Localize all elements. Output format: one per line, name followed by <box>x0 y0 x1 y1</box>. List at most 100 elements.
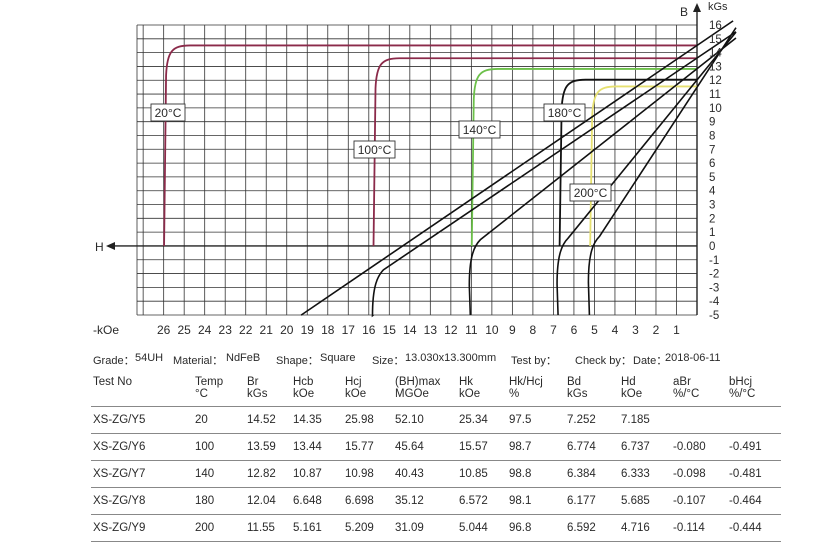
y-tick-label: 6 <box>709 158 715 170</box>
column-header: Temp °C <box>195 376 224 400</box>
label-text: 200°C <box>574 186 608 200</box>
curve-label-140c: 140°C <box>458 120 501 139</box>
material-label: Material： <box>173 355 224 367</box>
table-cell: XS-ZG/Y6 <box>91 433 193 461</box>
y-tick-label: 9 <box>709 117 715 129</box>
table-cell: -0.491 <box>727 433 781 461</box>
y-tick-label: 15 <box>709 34 722 46</box>
x-tick-label: 17 <box>342 323 356 337</box>
table-cell: 6.333 <box>619 460 671 488</box>
x-tick-label: 9 <box>509 323 516 337</box>
shape-value: Square <box>320 352 356 364</box>
test-results-table: Test No Temp °C Br kGs Hcb kOe Hcj kOe (BH)max MGO… <box>91 374 781 542</box>
y-tick-label: 11 <box>709 89 721 101</box>
x-tick-label: 18 <box>321 323 335 337</box>
table-cell: 35.12 <box>393 487 457 515</box>
table-row: XS-ZG/Y7 140 12.82 10.87 10.98 40.43 10.85 98.8… <box>91 460 781 488</box>
table-cell: 25.34 <box>457 406 507 434</box>
y-tick-label: -1 <box>709 255 719 267</box>
y-tick-label: 13 <box>709 61 722 73</box>
table-cell: XS-ZG/Y9 <box>91 514 193 542</box>
x-tick-label: 15 <box>383 323 397 337</box>
x-tick-label: 11 <box>465 323 478 337</box>
table-cell: 10.87 <box>291 460 343 488</box>
date-label: Date： <box>633 355 668 367</box>
table-cell: 15.77 <box>343 433 393 461</box>
x-tick-label: 22 <box>239 323 253 337</box>
x-tick-label: 24 <box>198 323 212 337</box>
table-cell: 10.85 <box>457 460 507 488</box>
table-cell: 11.55 <box>245 514 291 542</box>
table-cell: -0.114 <box>671 514 727 542</box>
check-by-label: Check by： <box>575 355 632 367</box>
table-cell: 10.98 <box>343 460 393 488</box>
table-cell: 6.177 <box>565 487 619 515</box>
table-cell: XS-ZG/Y8 <box>91 487 193 515</box>
y-tick-label: 2 <box>709 213 715 225</box>
y-tick-label: 8 <box>709 130 715 142</box>
label-box <box>543 103 586 122</box>
y-tick-label: 4 <box>709 186 716 198</box>
column-header: aBr %/°C <box>673 376 700 400</box>
y-tick-label: 0 <box>709 241 715 253</box>
x-tick-label: 3 <box>632 323 639 337</box>
material-value: NdFeB <box>226 352 261 364</box>
table-row: XS-ZG/Y5 20 14.52 14.35 25.98 52.10 25.34 97.5 7… <box>91 406 781 434</box>
x-tick-label: 21 <box>260 323 274 337</box>
table-cell: 6.384 <box>565 460 619 488</box>
table-cell: -0.107 <box>671 487 727 515</box>
x-tick-label: 6 <box>571 323 578 337</box>
table-cell: 6.737 <box>619 433 671 461</box>
test-by-label: Test by： <box>511 355 557 367</box>
axes <box>106 3 701 315</box>
x-tick-label: 16 <box>362 323 376 337</box>
x-tick-label: 20 <box>280 323 294 337</box>
size-value: 13.030x13.300mm <box>405 352 497 364</box>
curve-label-180c: 180°C <box>543 103 586 122</box>
y-tick-label: 3 <box>709 200 715 212</box>
table-cell: -0.080 <box>671 433 727 461</box>
column-header: bHcj %/°C <box>729 376 756 400</box>
curve-label-100c: 100°C <box>353 140 396 159</box>
table-cell: 5.161 <box>291 514 343 542</box>
y-tick-label: -2 <box>709 269 719 281</box>
table-cell: XS-ZG/Y5 <box>91 406 193 434</box>
x-tick-label: 1 <box>673 323 680 337</box>
b-axis-arrow-icon <box>693 3 701 12</box>
table-cell: 4.716 <box>619 514 671 542</box>
x-tick-label: 12 <box>444 323 458 337</box>
table-cell: 5.044 <box>457 514 507 542</box>
table-cell: 200 <box>193 514 245 542</box>
y-tick-label: 14 <box>709 48 722 60</box>
table-cell: 6.648 <box>291 487 343 515</box>
column-header: Br kGs <box>247 376 268 400</box>
table-cell: 31.09 <box>393 514 457 542</box>
y-tick-label: -3 <box>709 282 719 294</box>
y-tick-label: 16 <box>709 20 722 32</box>
x-axis-label: -kOe <box>93 323 119 337</box>
intrinsic-curve <box>163 44 697 246</box>
table-body: XS-ZG/Y5 20 14.52 14.35 25.98 52.10 25.34 97.5 7… <box>91 406 781 542</box>
table-cell: 15.57 <box>457 433 507 461</box>
h-axis-name: H <box>95 240 104 254</box>
y-tick-label: -4 <box>709 296 720 308</box>
y-axis-label: B <box>680 5 688 19</box>
intrinsic-curve <box>470 68 697 246</box>
table-cell: 20 <box>193 406 245 434</box>
table-cell: 40.43 <box>393 460 457 488</box>
table-cell: 45.64 <box>393 433 457 461</box>
table-cell <box>727 406 781 434</box>
x-tick-label: 4 <box>612 323 619 337</box>
table-cell: 98.1 <box>507 487 565 515</box>
normal-curve <box>300 20 734 316</box>
y-tick-label: -5 <box>709 310 719 322</box>
table-cell: 100 <box>193 433 245 461</box>
table-cell: 5.209 <box>343 514 393 542</box>
demagnetization-chart: 26 25 24 23 22 21 20 19 18 17 16 15 14 13 12 11 10 9 8 7 6 5 4… <box>93 1 737 337</box>
table-cell: 98.8 <box>507 460 565 488</box>
curve-labels: 20°C 100°C 140°C 180°C 200°C <box>150 103 612 202</box>
x-tick-label: 13 <box>424 323 438 337</box>
table-cell: 6.774 <box>565 433 619 461</box>
table-row: XS-ZG/Y6 100 13.59 13.44 15.77 45.64 15.57 98.7… <box>91 433 781 461</box>
table-cell: -0.444 <box>727 514 781 542</box>
